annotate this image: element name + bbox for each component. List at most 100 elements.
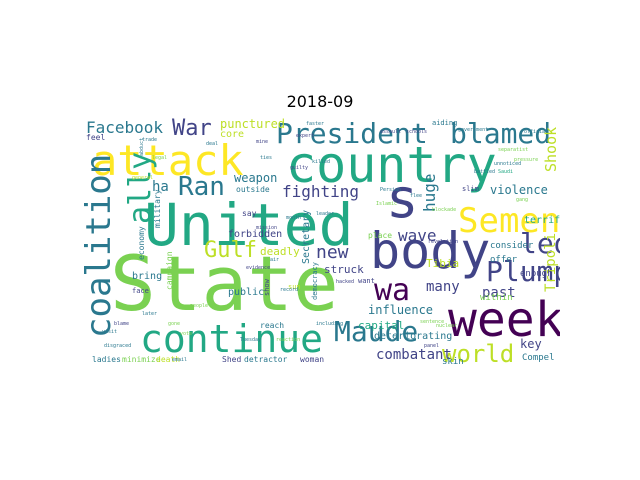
cloud-word: disgraced xyxy=(104,343,132,349)
cloud-word: country xyxy=(286,136,497,194)
cloud-word: blockade xyxy=(432,207,457,213)
cloud-word: reach xyxy=(260,321,285,330)
cloud-word: aiding xyxy=(432,119,458,127)
cloud-word: reaction xyxy=(276,337,301,343)
cloud-word: revelation xyxy=(428,239,459,245)
cloud-word: violence xyxy=(490,183,548,197)
cloud-word: deadly xyxy=(260,245,300,258)
cloud-word: skin xyxy=(442,357,464,367)
cloud-word: gone xyxy=(168,321,181,327)
cloud-word: mission xyxy=(256,225,278,231)
cloud-word: bring xyxy=(132,271,163,282)
cloud-word: sun xyxy=(288,283,301,291)
cloud-word: panel xyxy=(424,343,440,349)
cloud-word: death xyxy=(156,355,181,364)
cloud-word: Plump xyxy=(486,255,560,288)
cloud-word: woman xyxy=(300,355,325,364)
cloud-word: Islamic xyxy=(376,201,398,207)
cloud-word: say xyxy=(242,209,257,218)
cloud-word: fighting xyxy=(282,182,360,201)
cloud-word: assault xyxy=(380,129,402,135)
cloud-word: struck xyxy=(324,263,364,276)
cloud-word: battled xyxy=(474,169,496,175)
cloud-word: ladies xyxy=(92,355,121,364)
cloud-word: Gulf xyxy=(204,238,257,263)
cloud-word: attack xyxy=(92,136,244,185)
cloud-word: separatist xyxy=(498,147,529,153)
cloud-word: week xyxy=(448,292,560,348)
cloud-word: hacked xyxy=(336,279,355,285)
cloud-word: record xyxy=(280,287,299,293)
cloud-word: continue xyxy=(140,317,324,361)
cloud-word: legal xyxy=(152,155,168,161)
cloud-word: War xyxy=(172,116,212,141)
cloud-word: coalition xyxy=(80,153,119,338)
cloud-word: Saudi xyxy=(498,169,514,175)
cloud-word: ties xyxy=(260,155,273,161)
cloud-word: expert xyxy=(296,133,315,139)
cloud-word: visit xyxy=(102,329,118,335)
cloud-word: military xyxy=(153,189,162,228)
cloud-word: Tibia xyxy=(426,257,460,270)
cloud-word: public xyxy=(228,287,265,298)
cloud-word: face xyxy=(132,287,149,295)
cloud-word: s xyxy=(386,167,419,230)
cloud-word: forbidden xyxy=(228,229,283,240)
cloud-word: want xyxy=(358,277,375,285)
cloud-word: gang xyxy=(516,197,529,203)
cloud-word: many xyxy=(426,279,460,295)
cloud-word: Semen xyxy=(458,201,560,241)
cloud-word: Maude xyxy=(334,315,419,348)
cloud-word: detractor xyxy=(244,355,288,364)
cloud-word: minimize xyxy=(122,355,161,364)
cloud-word: pressure xyxy=(514,157,539,163)
cloud-word: nuclear xyxy=(436,323,458,329)
cloud-word: new xyxy=(316,242,349,263)
cloud-word: guilty xyxy=(290,165,309,171)
cloud-word: Tripoli xyxy=(543,232,559,292)
cloud-word: key xyxy=(520,337,542,351)
cloud-word: United xyxy=(144,191,354,259)
cloud-word: unnoticed xyxy=(494,161,522,167)
cloud-word: offer xyxy=(490,255,518,265)
cloud-word: feel xyxy=(86,133,106,142)
cloud-word: leader xyxy=(316,211,335,217)
cloud-word: abduct xyxy=(139,137,145,156)
cloud-word: deteriorating xyxy=(374,331,453,342)
cloud-word: Ran xyxy=(178,172,225,202)
cloud-word: consider xyxy=(490,241,534,251)
cloud-word: Persian xyxy=(380,187,402,193)
cloud-word: government xyxy=(458,127,489,133)
cloud-word: email xyxy=(172,357,188,363)
cloud-word: wave xyxy=(398,226,437,245)
cloud-word: democracy xyxy=(311,262,319,300)
cloud-word: official xyxy=(524,129,549,135)
cloud-word: blame xyxy=(114,321,130,327)
cloud-word: trade xyxy=(142,137,158,143)
cloud-word: mine xyxy=(256,139,269,145)
figure-title: 2018-09 xyxy=(286,92,354,111)
cloud-word: flee xyxy=(410,193,423,199)
cloud-word: body xyxy=(370,222,491,280)
cloud-word: show xyxy=(263,279,271,296)
cloud-word: enough xyxy=(520,269,553,279)
cloud-word: campaign xyxy=(165,251,174,290)
cloud-word: including xyxy=(316,321,344,327)
cloud-word: schools xyxy=(406,129,428,135)
cloud-word: punctured xyxy=(220,117,286,131)
cloud-word: influence xyxy=(368,303,434,317)
cloud-word: blamed xyxy=(450,117,552,150)
cloud-word: world xyxy=(442,340,515,366)
cloud-word: vote xyxy=(180,331,193,337)
cloud-word: evidence xyxy=(246,265,271,271)
cloud-word: air xyxy=(270,257,280,263)
cloud-word: slim xyxy=(462,185,479,193)
cloud-word: later xyxy=(142,311,158,317)
word-cloud: State United country body week s attack continu… xyxy=(80,116,560,366)
cloud-word: economy xyxy=(137,226,146,260)
cloud-word: past xyxy=(482,285,516,301)
cloud-word: Tuesday xyxy=(240,337,262,343)
cloud-word: Secretary xyxy=(301,209,312,264)
cloud-word: people xyxy=(190,303,209,309)
cloud-word: month xyxy=(286,215,302,221)
